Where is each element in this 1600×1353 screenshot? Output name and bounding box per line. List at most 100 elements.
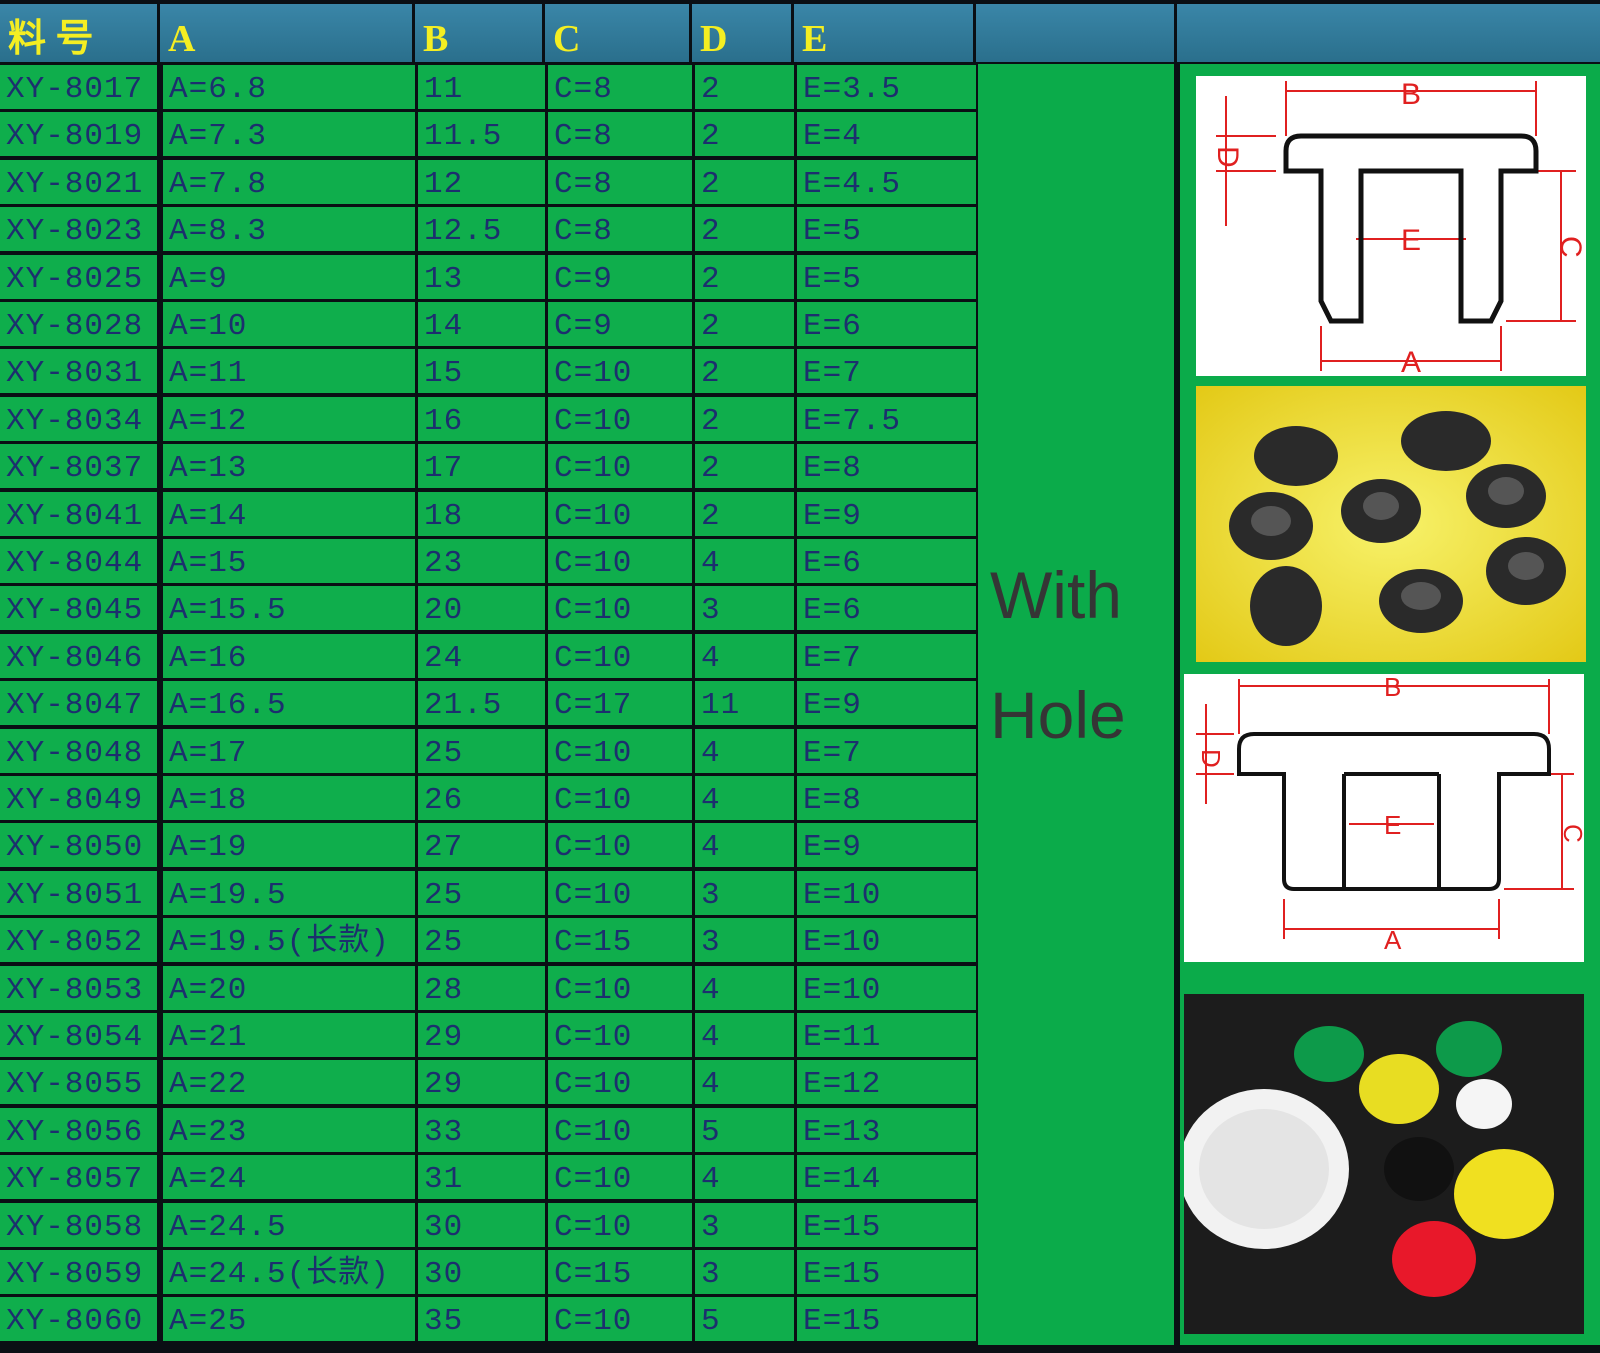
cell-dim-c: C=8 — [548, 159, 692, 204]
cell-dim-c: C=10 — [548, 1013, 692, 1057]
cell-dim-c: C=10 — [548, 349, 692, 394]
cell-part-no: XY-8052 — [0, 918, 157, 963]
cell-dim-b: 33 — [418, 1107, 545, 1152]
cell-dim-b: 12 — [418, 159, 545, 204]
cell-part-no: XY-8037 — [0, 444, 157, 489]
cell-dim-a: A=7.8 — [163, 159, 415, 204]
cell-dim-d: 3 — [695, 1202, 794, 1247]
cell-part-no: XY-8053 — [0, 965, 157, 1010]
black-plugs-image — [1229, 411, 1566, 646]
colored-plugs-image — [1179, 1021, 1554, 1297]
cell-dim-d: 5 — [695, 1107, 794, 1152]
cell-part-no: XY-8034 — [0, 396, 157, 441]
dim-d-label: D — [1211, 146, 1244, 168]
cell-dim-b: 13 — [418, 254, 545, 299]
cell-dim-e: E=8 — [797, 444, 976, 489]
header-blank — [1177, 4, 1600, 62]
cell-part-no: XY-8021 — [0, 159, 157, 204]
cell-dim-a: A=19.5 — [163, 870, 415, 915]
cell-dim-b: 17 — [418, 444, 545, 489]
cell-dim-c: C=17 — [548, 681, 692, 726]
cell-part-no: XY-8058 — [0, 1202, 157, 1247]
cell-dim-c: C=10 — [548, 444, 692, 489]
cell-dim-d: 4 — [695, 776, 794, 820]
cell-dim-e: E=15 — [797, 1297, 976, 1342]
cell-dim-e: E=10 — [797, 870, 976, 915]
dim-d-label: D — [1196, 749, 1226, 768]
cell-dim-e: E=5 — [797, 207, 976, 252]
dim-b-label: B — [1401, 78, 1421, 111]
cell-dim-b: 26 — [418, 776, 545, 820]
cell-dim-a: A=24 — [163, 1155, 415, 1200]
cell-dim-d: 2 — [695, 396, 794, 441]
cell-dim-a: A=13 — [163, 444, 415, 489]
cell-dim-c: C=10 — [548, 1155, 692, 1200]
photo-black-plugs — [1196, 386, 1586, 662]
dim-e-label: E — [1384, 810, 1401, 840]
dim-a-label: A — [1401, 346, 1421, 376]
cell-dim-b: 20 — [418, 586, 545, 631]
cell-dim-b: 29 — [418, 1013, 545, 1057]
cell-dim-d: 2 — [695, 65, 794, 109]
cell-dim-e: E=4.5 — [797, 159, 976, 204]
cell-dim-d: 3 — [695, 870, 794, 915]
cell-dim-b: 25 — [418, 728, 545, 773]
cell-part-no: XY-8028 — [0, 302, 157, 346]
cell-dim-e: E=13 — [797, 1107, 976, 1152]
cell-part-no: XY-8051 — [0, 870, 157, 915]
cell-dim-c: C=10 — [548, 728, 692, 773]
cell-dim-a: A=20 — [163, 965, 415, 1010]
with-hole-label: With Hole — [990, 535, 1126, 775]
cell-dim-a: A=7.3 — [163, 112, 415, 157]
cell-dim-a: A=15.5 — [163, 586, 415, 631]
dim-c-label: C — [1558, 824, 1584, 843]
cell-dim-c: C=10 — [548, 396, 692, 441]
cell-part-no: XY-8041 — [0, 491, 157, 536]
cell-dim-c: C=10 — [548, 1297, 692, 1342]
header-d: D — [692, 4, 794, 62]
merged-label-cell — [978, 64, 1174, 1345]
cell-dim-e: E=11 — [797, 1013, 976, 1057]
cell-dim-c: C=8 — [548, 112, 692, 157]
cell-dim-b: 21.5 — [418, 681, 545, 726]
cell-dim-b: 23 — [418, 539, 545, 583]
cell-dim-d: 11 — [695, 681, 794, 726]
cell-dim-a: A=25 — [163, 1297, 415, 1342]
cell-part-no: XY-8054 — [0, 1013, 157, 1057]
cell-dim-d: 2 — [695, 207, 794, 252]
cell-dim-b: 15 — [418, 349, 545, 394]
cell-dim-c: C=10 — [548, 539, 692, 583]
dim-a-label: A — [1384, 925, 1402, 955]
cell-dim-b: 14 — [418, 302, 545, 346]
header-e: E — [794, 4, 976, 62]
cell-dim-c: C=10 — [548, 965, 692, 1010]
cell-dim-b: 29 — [418, 1060, 545, 1105]
cell-dim-e: E=3.5 — [797, 65, 976, 109]
cell-dim-e: E=4 — [797, 112, 976, 157]
cell-part-no: XY-8044 — [0, 539, 157, 583]
header-a: A — [160, 4, 415, 62]
cell-part-no: XY-8049 — [0, 776, 157, 820]
dim-c-label: C — [1554, 236, 1586, 258]
dim-b-label: B — [1384, 674, 1401, 702]
cell-dim-c: C=10 — [548, 823, 692, 868]
cell-dim-b: 30 — [418, 1202, 545, 1247]
cell-dim-d: 3 — [695, 586, 794, 631]
cell-part-no: XY-8057 — [0, 1155, 157, 1200]
cell-part-no: XY-8055 — [0, 1060, 157, 1105]
cell-dim-d: 2 — [695, 254, 794, 299]
cell-dim-a: A=6.8 — [163, 65, 415, 109]
cell-dim-a: A=12 — [163, 396, 415, 441]
cell-part-no: XY-8031 — [0, 349, 157, 394]
cell-part-no: XY-8045 — [0, 586, 157, 631]
cell-dim-d: 2 — [695, 491, 794, 536]
cell-dim-e: E=5 — [797, 254, 976, 299]
cell-dim-a: A=17 — [163, 728, 415, 773]
cell-dim-e: E=14 — [797, 1155, 976, 1200]
cell-dim-e: E=7.5 — [797, 396, 976, 441]
cell-dim-a: A=24.5(长款) — [163, 1250, 415, 1294]
cell-dim-c: C=10 — [548, 776, 692, 820]
header-blank — [976, 4, 1177, 62]
cell-part-no: XY-8048 — [0, 728, 157, 773]
cell-part-no: XY-8025 — [0, 254, 157, 299]
